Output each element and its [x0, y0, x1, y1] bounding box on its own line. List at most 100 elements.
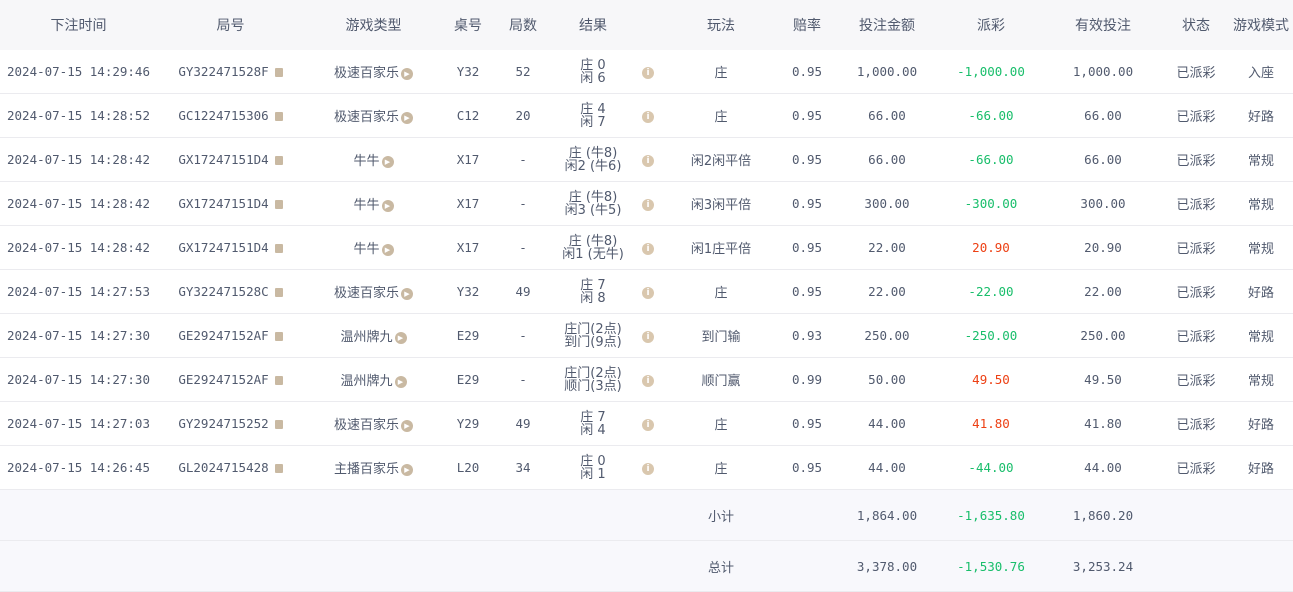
result-player: 闲1 (无牛): [562, 246, 624, 262]
info-icon[interactable]: i: [642, 331, 654, 343]
round-count: -: [493, 313, 553, 358]
game-type-cell: 牛牛 ▶: [304, 137, 443, 182]
play-icon[interactable]: ▶: [401, 419, 413, 432]
play-type: 庄: [663, 93, 779, 138]
column-header: 有效投注: [1043, 0, 1163, 50]
info-cell: i: [633, 93, 663, 138]
copy-icon[interactable]: [274, 112, 283, 121]
status: 已派彩: [1163, 93, 1229, 138]
game-mode: 入座: [1229, 50, 1293, 94]
info-cell: i: [633, 181, 663, 226]
game-type-cell: 温州牌九 ▶: [304, 313, 443, 358]
odds: 0.95: [779, 445, 835, 490]
result-banker: 庄 4: [580, 101, 606, 117]
odds: 0.95: [779, 401, 835, 446]
result-banker: 庄门(2点): [564, 365, 622, 381]
bet-time: 2024-07-15 14:27:30: [0, 313, 157, 358]
info-icon[interactable]: i: [642, 243, 654, 255]
play-icon[interactable]: ▶: [394, 375, 407, 388]
bet-amount: 300.00: [835, 181, 939, 226]
bet-amount: 22.00: [835, 225, 939, 270]
copy-icon[interactable]: [274, 156, 283, 165]
round-count: -: [493, 357, 553, 402]
play-icon[interactable]: ▶: [401, 463, 413, 476]
result-banker: 庄 0: [580, 453, 606, 469]
payout: -44.00: [939, 445, 1043, 490]
play-icon[interactable]: ▶: [401, 287, 413, 300]
status: 已派彩: [1163, 445, 1229, 490]
copy-icon[interactable]: [274, 244, 283, 253]
info-icon[interactable]: i: [642, 67, 654, 79]
table-no: X17: [443, 137, 493, 182]
result-player: 闲 6: [580, 70, 606, 86]
bet-time: 2024-07-15 14:27:30: [0, 357, 157, 402]
bet-time: 2024-07-15 14:26:45: [0, 445, 157, 490]
status: 已派彩: [1163, 225, 1229, 270]
round-id: GX17247151D4: [178, 196, 269, 211]
game-mode: 常规: [1229, 137, 1293, 182]
game-mode: 常规: [1229, 181, 1293, 226]
play-icon[interactable]: ▶: [381, 155, 394, 168]
play-icon[interactable]: ▶: [401, 111, 413, 124]
subtotal-payout: -1,635.80: [939, 489, 1043, 541]
play-icon[interactable]: ▶: [381, 199, 394, 212]
play-type: 顺门赢: [663, 357, 779, 402]
play-icon[interactable]: ▶: [401, 67, 413, 80]
copy-icon[interactable]: [274, 420, 283, 429]
play-icon[interactable]: ▶: [394, 331, 407, 344]
game-type: 牛牛: [353, 198, 380, 213]
info-icon[interactable]: i: [642, 199, 654, 211]
play-icon[interactable]: ▶: [381, 243, 394, 256]
info-icon[interactable]: i: [642, 463, 654, 475]
column-header: 赔率: [779, 0, 835, 50]
game-type: 极速百家乐: [333, 418, 399, 433]
bet-amount: 44.00: [835, 445, 939, 490]
game-mode: 常规: [1229, 313, 1293, 358]
copy-icon[interactable]: [274, 68, 283, 77]
play-type: 庄: [663, 50, 779, 94]
column-header: [633, 0, 663, 50]
table-no: E29: [443, 357, 493, 402]
copy-icon[interactable]: [274, 200, 283, 209]
payout: -22.00: [939, 269, 1043, 314]
result-banker: 庄 (牛8): [568, 189, 618, 205]
payout: 20.90: [939, 225, 1043, 270]
info-icon[interactable]: i: [642, 375, 654, 387]
status: 已派彩: [1163, 313, 1229, 358]
copy-icon[interactable]: [274, 288, 283, 297]
odds: 0.95: [779, 269, 835, 314]
game-mode: 好路: [1229, 401, 1293, 446]
game-type: 极速百家乐: [333, 66, 399, 81]
valid-bet: 49.50: [1043, 357, 1163, 402]
info-icon[interactable]: i: [642, 419, 654, 431]
table-row: 2024-07-15 14:26:45 GL2024715428 主播百家乐 ▶ …: [0, 445, 1293, 490]
copy-icon[interactable]: [274, 376, 283, 385]
game-mode: 好路: [1229, 269, 1293, 314]
info-icon[interactable]: i: [642, 155, 654, 167]
result-player: 闲 4: [580, 422, 606, 438]
result-player: 闲 1: [580, 466, 606, 482]
odds: 0.95: [779, 50, 835, 94]
table-row: 2024-07-15 14:27:30 GE29247152AF 温州牌九 ▶ E…: [0, 357, 1293, 402]
valid-bet: 44.00: [1043, 445, 1163, 490]
bet-amount: 66.00: [835, 137, 939, 182]
subtotal-bet: 1,864.00: [835, 489, 939, 541]
info-cell: i: [633, 445, 663, 490]
round-count: 52: [493, 50, 553, 94]
round-id: GX17247151D4: [178, 240, 269, 255]
odds: 0.95: [779, 93, 835, 138]
bet-amount: 66.00: [835, 93, 939, 138]
copy-icon[interactable]: [274, 464, 283, 473]
info-cell: i: [633, 50, 663, 94]
payout: -66.00: [939, 137, 1043, 182]
copy-icon[interactable]: [274, 332, 283, 341]
bet-amount: 50.00: [835, 357, 939, 402]
payout: 49.50: [939, 357, 1043, 402]
result: 庄门(2点) 到门(9点): [553, 313, 633, 358]
play-type: 庄: [663, 401, 779, 446]
info-icon[interactable]: i: [642, 287, 654, 299]
info-icon[interactable]: i: [642, 111, 654, 123]
